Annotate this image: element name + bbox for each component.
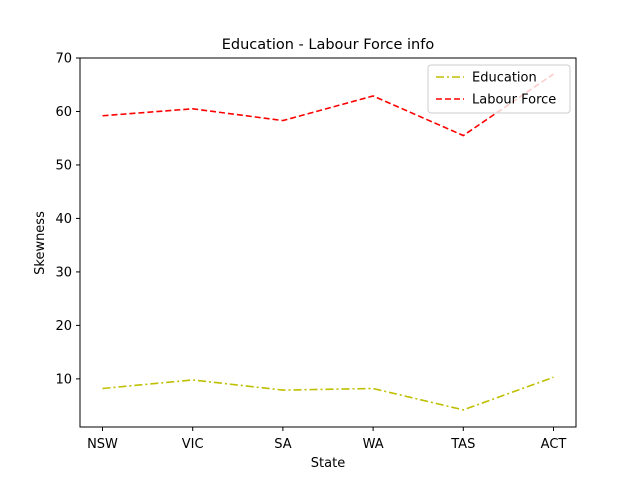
x-tick-label: NSW — [87, 437, 118, 452]
chart-title: Education - Labour Force info — [222, 37, 435, 53]
y-tick-label: 60 — [55, 105, 72, 120]
y-tick-label: 20 — [55, 319, 72, 334]
x-axis-label: State — [311, 456, 345, 471]
x-tick-label: WA — [363, 437, 384, 452]
plot-frame — [79, 57, 577, 428]
x-tick-label: TAS — [450, 437, 475, 452]
x-axis: NSW VIC SA WA TAS ACT — [87, 427, 566, 452]
series-line-1 — [102, 73, 554, 137]
y-axis-label: Skewness — [33, 211, 48, 275]
x-tick-label: SA — [274, 437, 291, 452]
legend-label: Education — [472, 71, 537, 86]
series-line-0 — [102, 376, 554, 411]
legend-label: Labour Force — [472, 93, 556, 108]
x-tick-label: VIC — [182, 437, 204, 452]
y-tick-label: 40 — [55, 212, 72, 227]
series-layer — [102, 73, 554, 411]
x-tick-label: ACT — [541, 437, 567, 452]
y-tick-label: 30 — [55, 265, 72, 280]
legend: Education Labour Force — [427, 64, 571, 114]
plot-area — [79, 57, 577, 428]
y-tick-label: 50 — [55, 158, 72, 173]
y-axis: 10 20 30 40 50 60 70 — [55, 52, 80, 387]
y-tick-label: 70 — [55, 52, 72, 67]
y-tick-label: 10 — [55, 372, 72, 387]
